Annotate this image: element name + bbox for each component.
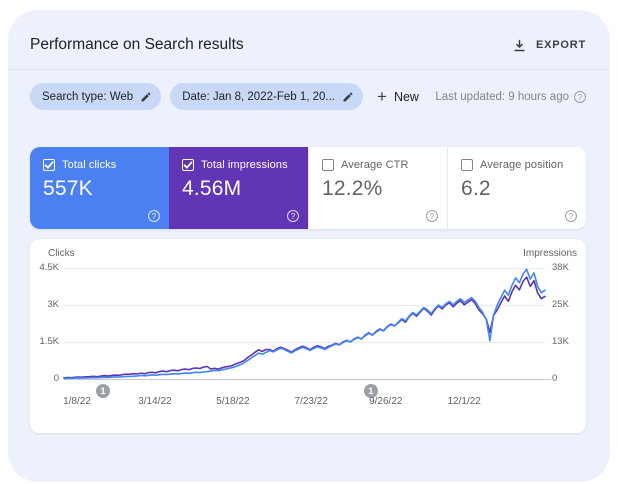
gridline — [64, 342, 545, 343]
gridline — [64, 268, 545, 269]
x-axis-tick: 3/14/22 — [138, 396, 172, 407]
plus-icon: + — [377, 86, 387, 106]
metric-value: 12.2% — [322, 177, 383, 200]
checkbox-average-position[interactable] — [461, 159, 473, 171]
x-axis-tick: 9/26/22 — [369, 396, 403, 407]
right-axis-tick: 38K — [552, 262, 569, 273]
right-axis-ticks: 38K 25K 13K 0 — [552, 262, 592, 384]
left-axis-tick: 4.5K — [39, 262, 59, 273]
annotation-marker[interactable]: 1 — [363, 384, 378, 398]
series-total-impressions — [63, 276, 546, 379]
filter-chip-label: Date: Jan 8, 2022-Feb 1, 20... — [182, 90, 335, 103]
checkbox-total-clicks[interactable] — [43, 159, 55, 171]
help-icon[interactable]: ? — [426, 210, 438, 222]
right-axis-tick: 13K — [552, 336, 569, 347]
series-total-clicks — [63, 268, 546, 380]
page-header: Performance on Search results EXPORT — [8, 10, 610, 70]
metric-card-total-clicks[interactable]: Total clicks 557K ? — [30, 147, 169, 229]
performance-panel: Performance on Search results EXPORT Sea… — [8, 10, 610, 482]
checkbox-average-ctr[interactable] — [322, 159, 334, 171]
filter-chip-date-range[interactable]: Date: Jan 8, 2022-Feb 1, 20... — [170, 83, 363, 110]
metric-label: Average CTR — [341, 159, 409, 171]
new-filter-label: New — [393, 89, 419, 104]
filter-chip-search-type[interactable]: Search type: Web — [30, 83, 162, 110]
new-filter-button[interactable]: + New — [377, 86, 419, 106]
export-button[interactable]: EXPORT — [512, 38, 586, 53]
filter-bar: Search type: Web Date: Jan 8, 2022-Feb 1… — [8, 70, 610, 110]
metric-value: 6.2 — [461, 177, 491, 200]
help-icon[interactable]: ? — [574, 90, 586, 103]
right-axis-title: Impressions — [523, 248, 577, 259]
annotation-marker[interactable]: 1 — [95, 384, 110, 398]
chart-plot-area[interactable]: 1 1 1/8/22 3/14/22 5/18/22 7/23/22 9/26/22 12/1… — [63, 268, 551, 407]
edit-pencil-icon[interactable] — [342, 91, 354, 103]
help-icon[interactable]: ? — [565, 210, 577, 222]
performance-chart: Clicks Impressions 4.5K 3K 1.5K 0 38K 25K 13K… — [30, 239, 586, 433]
last-updated-text: Last updated: 9 hours ago — [435, 90, 569, 103]
left-axis-ticks: 4.5K 3K 1.5K 0 — [30, 262, 59, 384]
gridline — [64, 304, 545, 306]
metric-card-average-position[interactable]: Average position 6.2 ? — [447, 147, 586, 229]
page-title: Performance on Search results — [30, 36, 244, 53]
checkbox-total-impressions[interactable] — [182, 159, 194, 171]
chart-lines[interactable] — [63, 268, 546, 380]
left-axis-tick: 3K — [47, 298, 59, 310]
x-axis-tick: 12/1/22 — [447, 396, 481, 407]
metric-card-total-impressions[interactable]: Total impressions 4.56M ? — [169, 147, 308, 229]
export-label: EXPORT — [535, 39, 586, 51]
metric-label: Total impressions — [201, 159, 288, 171]
x-axis-tick: 1/8/22 — [63, 396, 91, 407]
metric-label: Total clicks — [62, 159, 117, 171]
filter-chip-label: Search type: Web — [42, 90, 134, 103]
metric-cards: Total clicks 557K ? Total impressions 4.… — [30, 147, 586, 229]
metric-label: Average position — [480, 159, 564, 171]
left-axis-title: Clicks — [48, 248, 75, 259]
left-axis-tick: 0 — [53, 373, 59, 384]
x-axis-tick: 5/18/22 — [216, 396, 250, 407]
gridline — [64, 379, 551, 380]
metric-card-average-ctr[interactable]: Average CTR 12.2% ? — [308, 147, 447, 229]
metric-value: 557K — [43, 177, 93, 200]
right-axis-tick: 0 — [552, 373, 558, 384]
right-axis-tick: 25K — [552, 298, 569, 310]
help-icon[interactable]: ? — [148, 210, 160, 222]
metric-value: 4.56M — [182, 177, 242, 200]
x-axis-tick: 7/23/22 — [294, 396, 328, 407]
last-updated: Last updated: 9 hours ago ? — [435, 90, 586, 103]
edit-pencil-icon[interactable] — [140, 91, 152, 103]
download-icon — [512, 38, 527, 53]
help-icon[interactable]: ? — [287, 210, 299, 222]
left-axis-tick: 1.5K — [39, 336, 59, 347]
